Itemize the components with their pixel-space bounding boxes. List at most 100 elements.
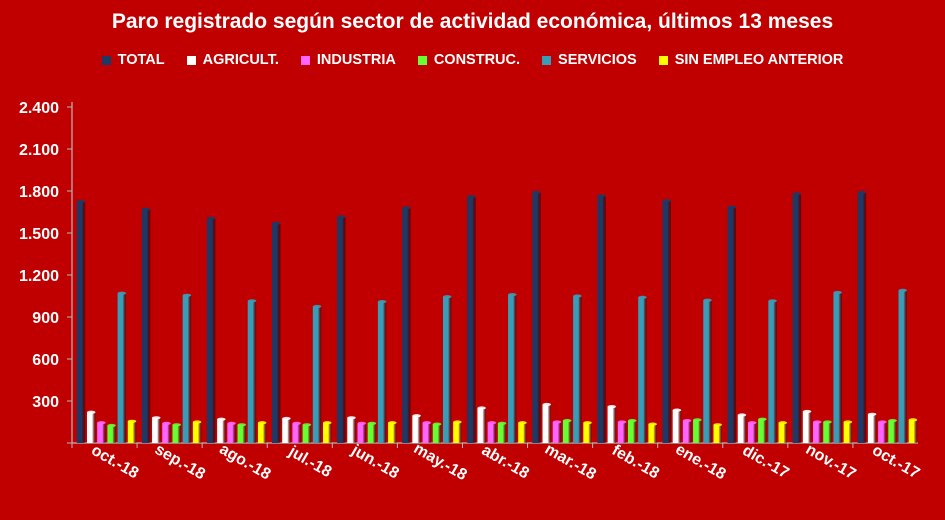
bar-total bbox=[272, 223, 281, 443]
bar-construc- bbox=[628, 420, 637, 443]
bar-servicios bbox=[442, 296, 452, 443]
bar-sin-empleo-anterior bbox=[453, 422, 462, 443]
bar-cap bbox=[453, 420, 462, 424]
bar-cap bbox=[292, 421, 301, 425]
bar-cap bbox=[302, 423, 312, 427]
bar-cap bbox=[257, 421, 267, 425]
bar-cap bbox=[792, 192, 802, 196]
y-tick-label: 1.200 bbox=[19, 268, 59, 285]
bar-agricult- bbox=[152, 417, 161, 443]
bar-sin-empleo-anterior bbox=[127, 421, 137, 443]
bar-cap bbox=[833, 290, 842, 295]
bar-cap bbox=[857, 190, 867, 194]
bar-cap bbox=[843, 420, 853, 424]
bar-cap bbox=[532, 190, 541, 194]
bar-cap bbox=[237, 423, 247, 427]
bar-sin-empleo-anterior bbox=[583, 422, 592, 443]
bar-cap bbox=[703, 298, 712, 302]
bar-construc- bbox=[302, 424, 312, 443]
bar-industria bbox=[162, 423, 171, 443]
bar-cap bbox=[662, 199, 671, 203]
bar-cap bbox=[583, 421, 592, 425]
bar-total bbox=[727, 207, 737, 443]
legend-label: SERVICIOS bbox=[558, 52, 637, 68]
bar-cap bbox=[182, 293, 192, 297]
bar-servicios bbox=[247, 300, 257, 443]
bar-cap bbox=[823, 420, 832, 424]
category-label: dic.-17 bbox=[739, 442, 791, 482]
bar-total bbox=[662, 200, 671, 443]
legend-item-5: SIN EMPLEO ANTERIOR bbox=[658, 52, 843, 68]
bar-cap bbox=[76, 199, 86, 204]
bar-sin-empleo-anterior bbox=[518, 422, 527, 443]
bar-sin-empleo-anterior bbox=[257, 422, 267, 443]
bar-servicios bbox=[638, 297, 647, 443]
bar-cap bbox=[888, 419, 897, 423]
bar-cap bbox=[206, 216, 216, 220]
bar-cap bbox=[141, 207, 151, 211]
chart-title: Paro registrado según sector de activida… bbox=[111, 10, 834, 33]
bar-cap bbox=[737, 413, 747, 417]
bar-cap bbox=[573, 294, 582, 298]
bar-cap bbox=[127, 419, 137, 423]
bar-cap bbox=[152, 416, 161, 420]
bar-cap bbox=[628, 419, 637, 423]
bar-total bbox=[532, 192, 541, 443]
bar-sin-empleo-anterior bbox=[843, 422, 853, 443]
bar-cap bbox=[597, 194, 606, 198]
bar-construc- bbox=[432, 424, 442, 443]
bar-servicios bbox=[898, 290, 908, 443]
y-tick-label: 1.500 bbox=[19, 226, 59, 243]
bar-cap bbox=[97, 421, 106, 425]
bar-sin-empleo-anterior bbox=[713, 424, 722, 443]
category-label: feb.-18 bbox=[609, 442, 662, 483]
bar-sin-empleo-anterior bbox=[388, 422, 397, 443]
legend-swatch bbox=[658, 55, 668, 65]
y-tick-label: 600 bbox=[32, 352, 59, 369]
bar-industria bbox=[97, 422, 106, 443]
bar-cap bbox=[323, 421, 332, 425]
bar-cap bbox=[617, 420, 627, 424]
bar-agricult- bbox=[542, 404, 552, 443]
bar-cap bbox=[682, 419, 692, 423]
bar-total bbox=[337, 216, 346, 443]
bar-cap bbox=[412, 414, 421, 418]
bar-cap bbox=[117, 291, 127, 295]
bar-construc- bbox=[367, 423, 377, 443]
bar-construc- bbox=[758, 419, 767, 443]
legend: TOTAL AGRICULT. INDUSTRIA CONSTRUC. SERVICIO… bbox=[0, 52, 945, 68]
y-tick-label: 1.800 bbox=[19, 184, 59, 201]
bar-cap bbox=[282, 416, 291, 421]
bar-cap bbox=[192, 420, 202, 424]
bar-industria bbox=[487, 422, 497, 443]
bar-cap bbox=[552, 420, 562, 424]
bar-industria bbox=[878, 422, 887, 443]
bar-cap bbox=[867, 412, 877, 416]
category-label: ene.-18 bbox=[672, 441, 728, 483]
bar-total bbox=[141, 209, 151, 443]
bar-construc- bbox=[562, 420, 572, 443]
legend-item-0: TOTAL bbox=[101, 52, 165, 68]
bar-agricult- bbox=[737, 415, 747, 443]
legend-swatch bbox=[101, 55, 111, 65]
bar-cap bbox=[367, 421, 377, 425]
bar-cap bbox=[347, 416, 356, 420]
bar-sin-empleo-anterior bbox=[648, 424, 657, 443]
bar-cap bbox=[422, 421, 432, 425]
bar-cap bbox=[487, 421, 497, 425]
bar-industria bbox=[813, 422, 822, 443]
bar-cap bbox=[672, 408, 682, 412]
bar-agricult- bbox=[867, 414, 877, 443]
bar-agricult- bbox=[282, 418, 291, 443]
category-label: ago.-18 bbox=[216, 441, 273, 484]
bar-cap bbox=[878, 420, 887, 424]
bar-agricult- bbox=[477, 408, 486, 443]
bar-total bbox=[857, 192, 867, 443]
bar-construc- bbox=[888, 420, 897, 443]
bar-cap bbox=[337, 215, 346, 219]
bar-industria bbox=[617, 422, 627, 443]
bar-total bbox=[76, 201, 86, 443]
bar-sin-empleo-anterior bbox=[778, 422, 788, 443]
bar-cap bbox=[638, 295, 647, 299]
